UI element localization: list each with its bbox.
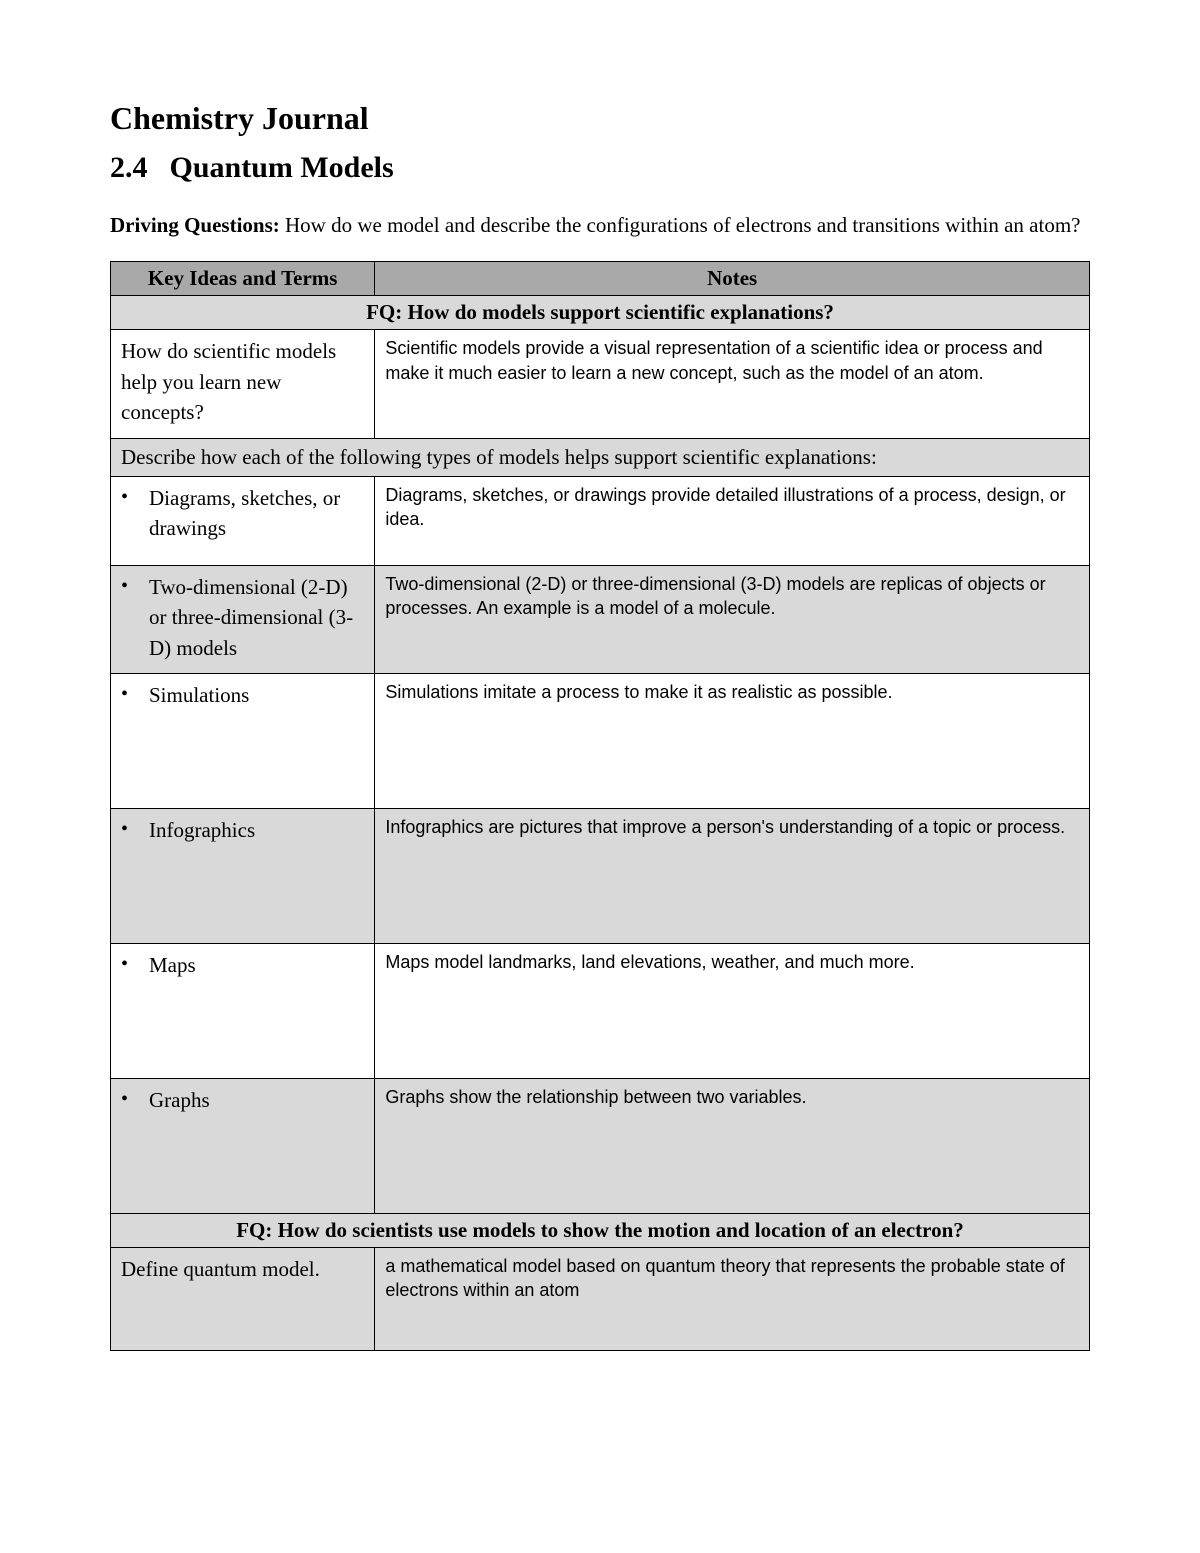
table-row: • Diagrams, sketches, or drawings Diagra… [111,476,1090,565]
driving-q-label: Driving Questions: [110,213,280,237]
bullet-icon: • [121,950,149,976]
worksheet-page: Chemistry Journal 2.4 Quantum Models Driv… [0,0,1200,1553]
table-row: • Infographics Infographics are pictures… [111,808,1090,943]
table-row: • Two-dimensional (2-D) or three-dimensi… [111,565,1090,673]
table-header-row: Key Ideas and Terms Notes [111,262,1090,296]
bullet-icon: • [121,680,149,706]
table-row: • Graphs Graphs show the relationship be… [111,1078,1090,1213]
notes-cell: Maps model landmarks, land elevations, w… [375,943,1090,1078]
bullet-icon: • [121,483,149,509]
journal-table: Key Ideas and Terms Notes FQ: How do mod… [110,261,1090,1351]
driving-q-text: How do we model and describe the configu… [285,213,1080,237]
bullet-text: Infographics [149,815,364,845]
bullet-text: Diagrams, sketches, or drawings [149,483,364,544]
focus-question-1-row: FQ: How do models support scientific exp… [111,296,1090,330]
focus-question-2: FQ: How do scientists use models to show… [111,1213,1090,1247]
notes-cell: Simulations imitate a process to make it… [375,673,1090,808]
header-key-ideas: Key Ideas and Terms [111,262,375,296]
bullet-text: Two-dimensional (2-D) or three-dimension… [149,572,364,663]
bullet-text: Maps [149,950,364,980]
key-cell: • Infographics [111,808,375,943]
focus-question-1: FQ: How do models support scientific exp… [111,296,1090,330]
header-notes: Notes [375,262,1090,296]
table-row: How do scientific models help you learn … [111,330,1090,438]
key-cell: How do scientific models help you learn … [111,330,375,438]
focus-question-2-row: FQ: How do scientists use models to show… [111,1213,1090,1247]
section-name: Quantum Models [170,151,394,184]
key-cell: • Two-dimensional (2-D) or three-dimensi… [111,565,375,673]
bullet-text: Simulations [149,680,364,710]
subheading-text: Describe how each of the following types… [111,438,1090,476]
journal-title: Chemistry Journal [110,100,1090,137]
bullet-icon: • [121,815,149,841]
key-cell: Define quantum model. [111,1247,375,1350]
notes-cell: a mathematical model based on quantum th… [375,1247,1090,1350]
notes-cell: Scientific models provide a visual repre… [375,330,1090,438]
table-row: • Maps Maps model landmarks, land elevat… [111,943,1090,1078]
table-row: • Simulations Simulations imitate a proc… [111,673,1090,808]
subheading-row: Describe how each of the following types… [111,438,1090,476]
bullet-icon: • [121,1085,149,1111]
notes-cell: Diagrams, sketches, or drawings provide … [375,476,1090,565]
bullet-icon: • [121,572,149,598]
bullet-text: Graphs [149,1085,364,1115]
driving-questions: Driving Questions: How do we model and d… [110,211,1090,239]
notes-cell: Two-dimensional (2-D) or three-dimension… [375,565,1090,673]
key-cell: • Maps [111,943,375,1078]
key-cell: • Graphs [111,1078,375,1213]
notes-cell: Infographics are pictures that improve a… [375,808,1090,943]
table-row: Define quantum model. a mathematical mod… [111,1247,1090,1350]
notes-cell: Graphs show the relationship between two… [375,1078,1090,1213]
key-cell: • Diagrams, sketches, or drawings [111,476,375,565]
section-title: 2.4 Quantum Models [110,151,1090,185]
key-cell: • Simulations [111,673,375,808]
section-number: 2.4 [110,151,148,185]
